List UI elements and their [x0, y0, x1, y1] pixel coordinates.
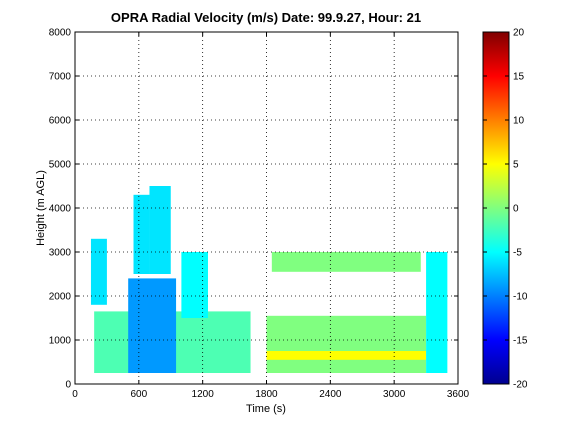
- colorbar-tick-label: -15: [513, 336, 528, 347]
- x-tick-label: 1200: [192, 389, 215, 400]
- y-tick-label: 5000: [49, 160, 72, 171]
- colorbar-tick-label: -20: [513, 380, 528, 391]
- y-tick-label: 8000: [49, 28, 72, 39]
- x-tick-label: 1800: [255, 389, 278, 400]
- colorbar-tick-label: 15: [513, 72, 525, 83]
- x-tick-label: 600: [130, 389, 147, 400]
- velocity-data: [90, 186, 448, 373]
- colorbar-scale: [482, 31, 510, 385]
- colorbar: 20 15 10 5 0 -5 -10 -15 -20: [482, 28, 528, 391]
- velocity-region: [271, 252, 421, 272]
- y-tick-label: 2000: [49, 292, 72, 303]
- velocity-region: [181, 252, 208, 318]
- y-tick-label: 6000: [49, 116, 72, 127]
- x-axis-ticks: 0 600 1200 1800 2400 3000 3600: [72, 32, 470, 400]
- velocity-region: [266, 351, 427, 360]
- x-tick-label: 2400: [319, 389, 342, 400]
- y-tick-label: 1000: [49, 336, 72, 347]
- plot-area: 0 600 1200 1800 2400 3000 3600 0 1000 2000 3000 40…: [49, 28, 470, 401]
- velocity-region: [133, 194, 150, 274]
- colorbar-ticks: 20 15 10 5 0 -5 -10 -15 -20: [483, 28, 528, 391]
- x-tick-label: 0: [72, 389, 78, 400]
- y-axis-label: Height (m AGL): [35, 170, 47, 246]
- velocity-region: [266, 315, 427, 373]
- velocity-region: [128, 278, 177, 373]
- colorbar-tick-label: -10: [513, 292, 528, 303]
- colorbar-tick-label: 0: [513, 204, 519, 215]
- velocity-region: [90, 238, 107, 305]
- x-tick-label: 3000: [383, 389, 406, 400]
- x-axis-label: Time (s): [246, 403, 286, 415]
- y-tick-label: 0: [65, 380, 71, 391]
- velocity-region: [426, 252, 448, 373]
- velocity-region: [149, 186, 171, 274]
- y-axis-ticks: 0 1000 2000 3000 4000 5000 6000 7000 8000: [49, 28, 458, 391]
- colorbar-tick-label: 5: [513, 160, 519, 171]
- colorbar-tick-label: -5: [513, 248, 522, 259]
- y-tick-label: 4000: [49, 204, 72, 215]
- chart-title: OPRA Radial Velocity (m/s) Date: 99.9.27…: [111, 10, 421, 25]
- x-tick-label: 3600: [447, 389, 470, 400]
- y-tick-label: 3000: [49, 248, 72, 259]
- y-tick-label: 7000: [49, 72, 72, 83]
- colorbar-tick-label: 10: [513, 116, 525, 127]
- grid-lines: [75, 32, 458, 384]
- colorbar-tick-label: 20: [513, 28, 525, 39]
